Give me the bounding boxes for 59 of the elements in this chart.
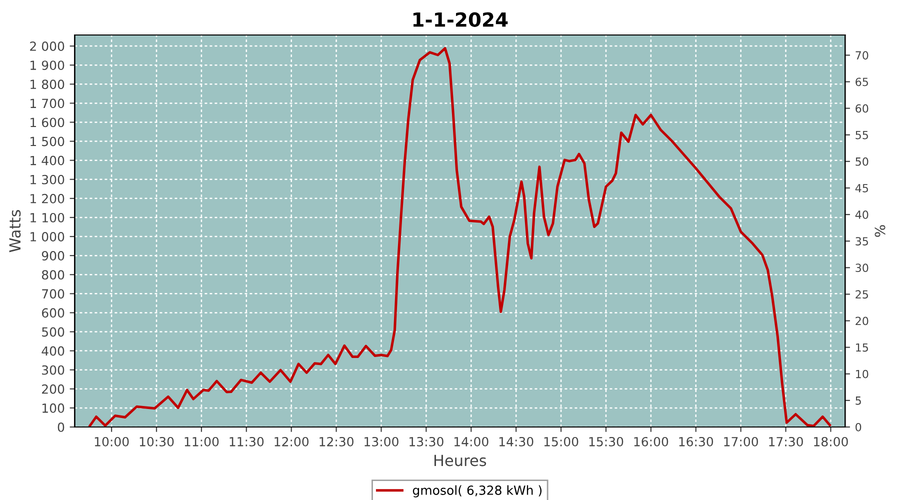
x-tick-label: 17:00 [724, 436, 758, 446]
x-tick-label: 18:00 [814, 436, 848, 446]
y-tick-label: 100 [42, 403, 64, 413]
x-tick-label: 14:00 [454, 436, 488, 446]
y-tick-label: 200 [42, 384, 64, 394]
y2-tick-label: 25 [856, 290, 868, 299]
line-series [88, 47, 832, 427]
y2-tick-label: 20 [856, 316, 868, 326]
y2-tick-label: 50 [856, 157, 868, 166]
y2-tick-label: 15 [856, 343, 868, 352]
y-tick-label: 800 [42, 270, 64, 280]
x-tick-label: 16:30 [679, 436, 714, 446]
y-tick-label: 2 000 [30, 42, 64, 51]
y-tick-label: 1 000 [30, 232, 64, 242]
y-tick-label: 300 [42, 365, 64, 375]
y2-tick-label: 45 [855, 184, 868, 192]
x-tick-label: 17:30 [769, 436, 803, 446]
legend-label: gmosol( 6,328 kWh ) [412, 485, 542, 498]
y-tick-label: 1 900 [30, 60, 64, 70]
y-tick-label: 1 700 [30, 98, 64, 108]
y-tick-label: 1 600 [30, 118, 64, 128]
x-tick-label: 13:30 [410, 436, 444, 446]
x-tick-label: 16:00 [634, 436, 668, 446]
x-axis-title: Heures [434, 454, 486, 466]
y-tick-label: 1 500 [30, 136, 64, 146]
x-tick-label: 11:00 [184, 436, 219, 446]
x-tick-label: 11:30 [230, 436, 264, 446]
y2-tick-label: 70 [856, 51, 868, 60]
y-tick-label: 400 [42, 346, 64, 356]
x-tick-label: 10:30 [140, 436, 174, 446]
y2-tick-label: 55 [856, 130, 868, 140]
y2-tick-label: 35 [856, 237, 868, 246]
x-tick-label: 10:00 [94, 436, 129, 446]
y-tick-label: 500 [42, 327, 64, 337]
x-tick-label: 12:30 [320, 436, 354, 446]
y-tick-label: 1 300 [30, 174, 64, 184]
x-tick-label: 15:00 [544, 436, 578, 446]
y-tick-label: 1 400 [30, 156, 64, 166]
y-tick-label: 1 800 [30, 80, 64, 90]
chart-title: 1-1-2024 [413, 12, 508, 27]
x-tick-label: 12:00 [274, 436, 309, 446]
y2-tick-label: 30 [856, 264, 868, 272]
y-tick-label: 0 [58, 422, 64, 432]
y2-tick-label: 40 [855, 210, 868, 219]
y2-tick-label: 10 [856, 370, 868, 378]
y-tick-label: 1 100 [30, 212, 64, 222]
y2-tick-label: 60 [856, 104, 868, 113]
y2-tick-label: 5 [856, 396, 861, 405]
y-tick-label: 700 [42, 289, 64, 299]
y2-axis-title: % [874, 225, 886, 237]
x-tick-label: 13:00 [364, 436, 398, 446]
x-tick-label: 15:30 [589, 436, 624, 446]
x-tick-label: 14:30 [499, 436, 534, 446]
y-tick-label: 600 [42, 308, 64, 318]
y-tick-label: 900 [42, 251, 64, 260]
y2-tick-label: 0 [856, 422, 862, 432]
y2-tick-label: 65 [856, 78, 868, 86]
y-axis-title: Watts [9, 210, 21, 252]
y-tick-label: 1 200 [30, 194, 64, 204]
